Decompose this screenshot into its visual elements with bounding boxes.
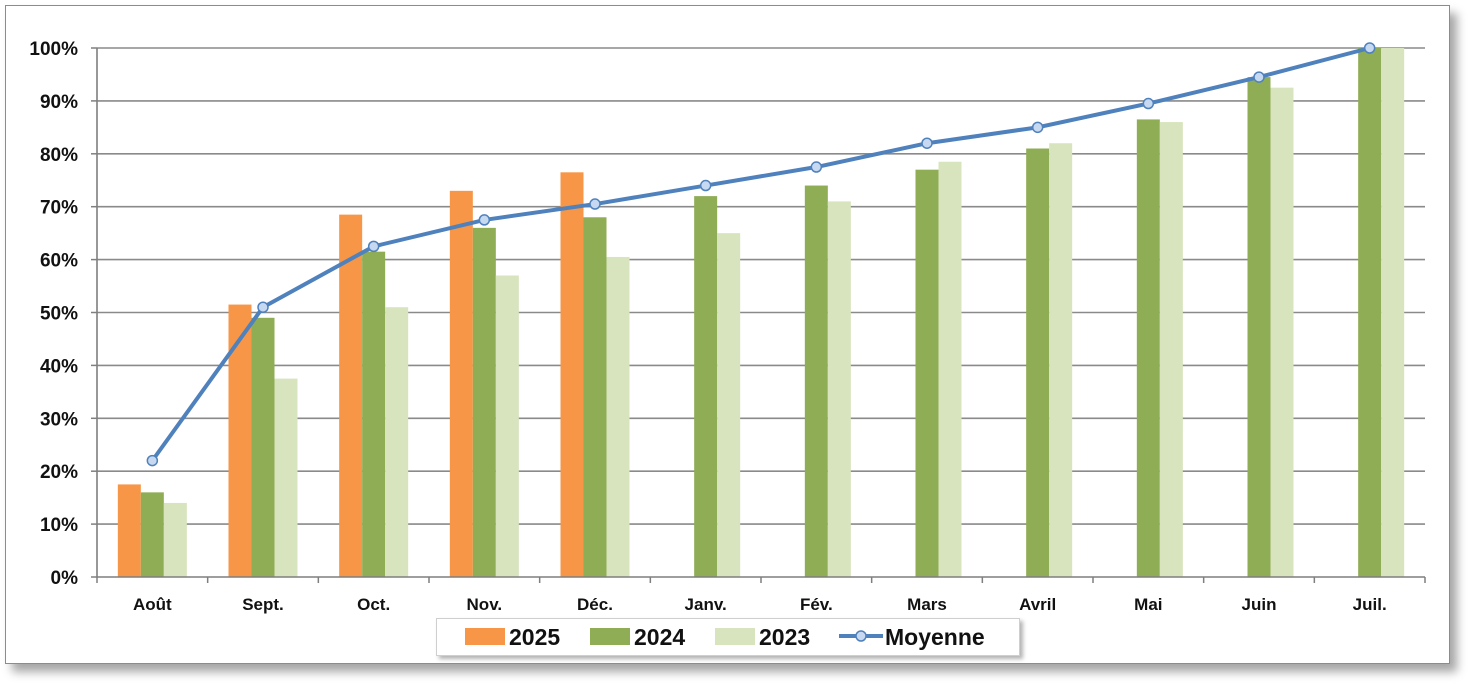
bar-2024-3 — [472, 227, 496, 578]
y-tick-label: 40% — [40, 356, 78, 377]
x-tick-label: Juil. — [1353, 595, 1387, 614]
legend: 2025 2024 2023 Moyenne — [436, 618, 1020, 656]
bar-2024-7 — [915, 169, 939, 578]
bar-2024-8 — [1026, 148, 1050, 577]
bar-2023-5 — [717, 233, 741, 577]
bar-2024-1 — [251, 317, 275, 577]
x-tick-label: Avril — [1019, 595, 1056, 614]
average-point-10 — [1253, 71, 1265, 83]
x-tick-label: Mars — [907, 595, 947, 614]
average-point-3 — [478, 214, 491, 226]
average-point-6 — [810, 161, 823, 173]
x-tick-label: Juin — [1242, 595, 1277, 614]
bar-2023-7 — [938, 161, 962, 578]
bar-2023-9 — [1159, 122, 1183, 577]
bars — [117, 48, 1405, 578]
average-point-9 — [1142, 97, 1155, 110]
x-tick-label: Mai — [1134, 595, 1162, 614]
bar-2025-2 — [339, 214, 363, 577]
legend-label-2024: 2024 — [634, 624, 685, 650]
bar-2025-1 — [228, 304, 252, 577]
bar-2023-1 — [274, 378, 298, 577]
average-point-1 — [257, 301, 269, 313]
bar-2024-0 — [140, 492, 164, 577]
y-tick-label: 80% — [40, 145, 78, 166]
bar-2024-2 — [362, 251, 386, 578]
bar-2023-0 — [163, 502, 187, 577]
legend-label-2023: 2023 — [759, 624, 810, 650]
bar-2023-6 — [827, 201, 851, 577]
average-point-11 — [1363, 42, 1376, 54]
legend-label-2025: 2025 — [509, 624, 560, 650]
bar-2024-5 — [694, 196, 718, 577]
bar-2025-4 — [560, 172, 584, 577]
bar-2023-2 — [385, 307, 409, 577]
x-tick-label: Janv. — [685, 595, 727, 614]
bar-2023-11 — [1381, 48, 1405, 577]
x-tick-label: Août — [133, 595, 172, 614]
legend-label-moyenne: Moyenne — [885, 624, 985, 650]
bar-2025-3 — [449, 190, 473, 577]
x-axis-ticks: Août Sept. Oct. Nov. Déc. Janv. Fév. Mars Avril M… — [133, 595, 1387, 614]
axes — [96, 48, 1426, 583]
y-tick-label: 50% — [40, 304, 78, 325]
legend-swatch-2023 — [715, 628, 755, 645]
legend-marker-moyenne — [855, 630, 867, 642]
average-point-7 — [921, 137, 933, 149]
average-point-2 — [367, 240, 380, 253]
x-tick-label: Oct. — [357, 595, 390, 614]
y-tick-label: 90% — [40, 92, 78, 113]
gridlines — [91, 47, 1425, 578]
bar-2023-8 — [1049, 143, 1073, 577]
y-tick-label: 60% — [40, 251, 78, 272]
bar-2024-6 — [804, 185, 828, 578]
bar-2024-10 — [1247, 77, 1271, 577]
bar-2025-0 — [117, 484, 141, 577]
bar-2023-4 — [606, 256, 630, 577]
average-point-4 — [589, 198, 601, 210]
x-tick-label: Nov. — [467, 595, 503, 614]
average-point-5 — [699, 179, 712, 192]
x-tick-label: Sept. — [242, 595, 284, 614]
bar-2023-3 — [495, 275, 519, 577]
average-line — [146, 42, 1376, 467]
bar-2023-10 — [1270, 87, 1294, 578]
y-tick-label: 30% — [40, 409, 78, 430]
y-tick-label: 10% — [40, 515, 78, 536]
x-tick-label: Fév. — [800, 595, 833, 614]
bar-2024-11 — [1358, 48, 1382, 577]
x-tick-label: Déc. — [577, 595, 613, 614]
average-point-0 — [146, 454, 159, 467]
y-tick-label: 20% — [40, 462, 78, 483]
bar-2024-9 — [1136, 119, 1160, 577]
average-line-path — [150, 46, 1371, 462]
y-tick-label: 100% — [29, 39, 78, 60]
bar-2024-4 — [583, 217, 607, 577]
legend-swatch-2024 — [590, 628, 630, 645]
legend-swatch-2025 — [465, 628, 505, 645]
y-tick-label: 0% — [51, 568, 79, 589]
average-point-8 — [1031, 121, 1044, 134]
y-tick-label: 70% — [40, 198, 78, 219]
y-axis-ticks: 0% 10% 20% 30% 40% 50% 60% 70% 80% 90% 100% — [29, 39, 78, 589]
